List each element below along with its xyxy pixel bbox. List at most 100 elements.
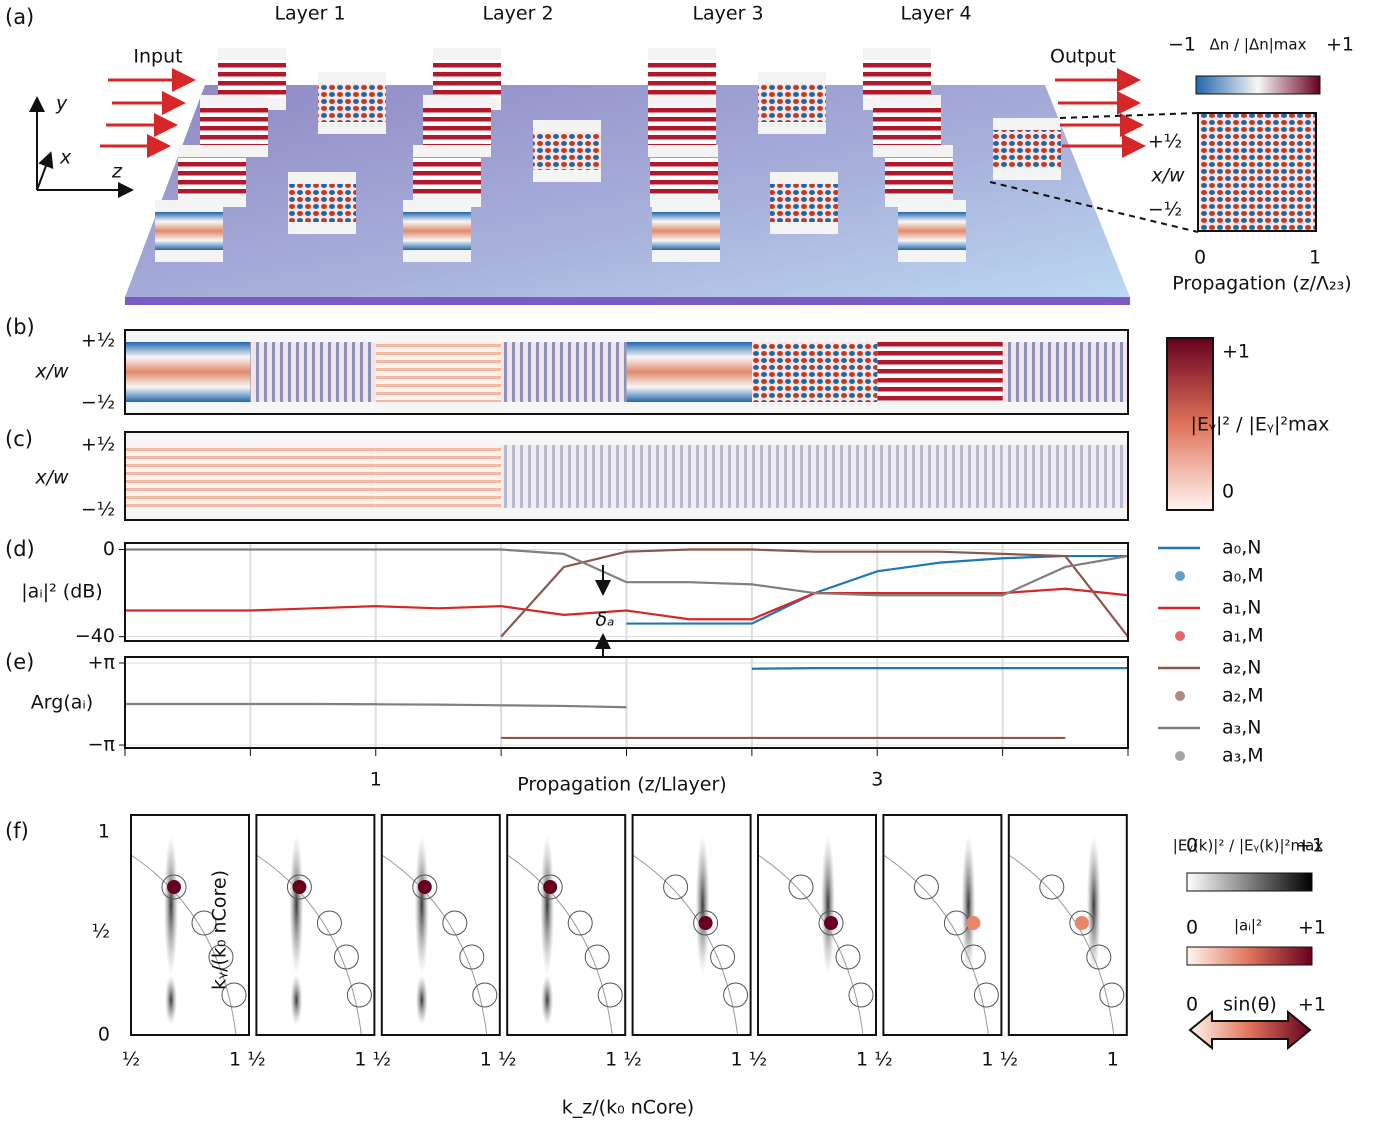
mode-circle — [597, 982, 623, 1008]
mode-circle — [333, 944, 359, 970]
mode-circle — [835, 944, 861, 970]
series-line — [626, 554, 1128, 625]
legend-text: a₃,M — [1222, 745, 1264, 767]
f-xtick: ½ — [623, 1049, 641, 1071]
inset-map — [1197, 112, 1317, 232]
field-segment — [877, 445, 1003, 508]
f-xtick: 1 — [354, 1049, 366, 1071]
mode-dot — [1074, 916, 1089, 930]
layer-label: Layer 1 — [274, 3, 345, 25]
ytick: +½ — [81, 330, 115, 352]
f-xlabel: k_z/(k₀ nCore) — [562, 1097, 694, 1119]
panel-frame — [124, 329, 1129, 415]
colorbar-label: |Eᵧ(k)|² / |Eᵧ(k)|²max — [1173, 837, 1324, 855]
ytick: +½ — [81, 434, 115, 456]
mode-circle — [1069, 910, 1095, 936]
slab-field — [993, 130, 1061, 168]
field-slabs — [155, 48, 1061, 262]
mode-dot — [698, 916, 713, 930]
inset-xtick: 1 — [1309, 247, 1321, 269]
mode-circle — [584, 944, 610, 970]
slab-field — [650, 157, 718, 195]
k-frame — [882, 814, 1003, 1036]
legend-text: a₀,N — [1222, 537, 1262, 559]
legend: a₀,N a₀,M a₁,N a₁,M a₂,N a₂,M a₃,N a₃,M — [1158, 537, 1264, 767]
ylabel: x/w — [34, 467, 69, 489]
mode-dot — [292, 880, 307, 894]
y-axis-label: Arg(aᵢ) — [31, 692, 93, 714]
k-box — [256, 815, 375, 1035]
field-segment — [501, 445, 627, 508]
k-blob — [289, 835, 304, 975]
colorbar-label: Δn / |Δn|max — [1210, 36, 1307, 54]
dn-colorbar — [1195, 75, 1321, 95]
field-segment — [752, 342, 878, 402]
panel-label: (b) — [5, 315, 35, 339]
f-ylabel: kᵧ/(k₀ nCore) — [209, 870, 231, 990]
colorbar-min: 0 — [1186, 994, 1198, 1016]
mode-circle — [459, 944, 485, 970]
f-xtick: ½ — [247, 1049, 265, 1071]
slab-field — [433, 60, 501, 98]
mode-dot — [543, 880, 558, 894]
input-label: Input — [133, 46, 182, 68]
field-segment — [1002, 445, 1129, 508]
colorbar-min: 0 — [1186, 835, 1198, 857]
panel-label: (d) — [5, 537, 35, 561]
mode-circle — [663, 874, 689, 900]
panel-label: (f) — [5, 819, 29, 843]
k-blob — [695, 835, 710, 975]
slab-field — [770, 184, 838, 222]
x-tick-label: 3 — [871, 769, 883, 791]
f-xtick: ½ — [874, 1049, 892, 1071]
legend-text: a₂,M — [1222, 685, 1264, 707]
mode-circle — [1039, 874, 1065, 900]
y-tick-label: −40 — [75, 625, 115, 647]
field-segment — [375, 342, 502, 402]
legend-marker — [1175, 751, 1185, 761]
k-blob — [821, 835, 835, 975]
colorbar-label: |aᵢ|² — [1234, 917, 1262, 935]
slab-field — [898, 212, 966, 250]
mode-dot — [966, 916, 981, 930]
mode-circle — [960, 944, 986, 970]
ylabel: x/w — [34, 361, 69, 383]
zoom-lines — [989, 112, 1199, 233]
inset-xlabel: Propagation (z/Λ₂₃) — [1172, 273, 1351, 295]
x-tick-label: 1 — [370, 769, 382, 791]
legend-text: a₀,M — [1222, 565, 1264, 587]
field-segment — [250, 342, 376, 402]
colorbar-min: 0 — [1222, 481, 1234, 503]
colorbar-max: +1 — [1296, 835, 1324, 857]
mode-circle — [412, 874, 438, 900]
colorbar-max: +1 — [1222, 341, 1250, 363]
slab-field — [155, 212, 223, 250]
mode-circle — [161, 874, 187, 900]
mode-dot — [824, 916, 838, 930]
f-xtick: 1 — [1107, 1049, 1119, 1071]
f-xtick: ½ — [749, 1049, 767, 1071]
layer-label: Layer 4 — [900, 3, 971, 25]
k-blob — [415, 975, 428, 1025]
axis-name: z — [111, 161, 123, 183]
mode-circle — [913, 874, 939, 900]
f-xtick: 1 — [981, 1049, 993, 1071]
mode-circle — [221, 982, 247, 1008]
axis-name: y — [55, 93, 68, 115]
coordinate-axes — [29, 96, 134, 198]
inset-ytick: −½ — [1148, 199, 1182, 221]
legend-text: a₂,N — [1222, 657, 1262, 679]
slab-field — [318, 84, 386, 122]
k-box — [1008, 815, 1127, 1035]
slab-field — [648, 107, 716, 145]
k-frame — [506, 814, 627, 1036]
k-frame — [380, 814, 501, 1036]
slab-field — [758, 84, 826, 122]
ai-colorbar — [1186, 946, 1313, 966]
field-maps — [124, 329, 1129, 521]
k-box — [131, 815, 249, 1035]
y-tick-label: 0 — [103, 538, 115, 560]
colorbar-min: −1 — [1168, 34, 1196, 56]
mode-circle — [567, 910, 593, 936]
